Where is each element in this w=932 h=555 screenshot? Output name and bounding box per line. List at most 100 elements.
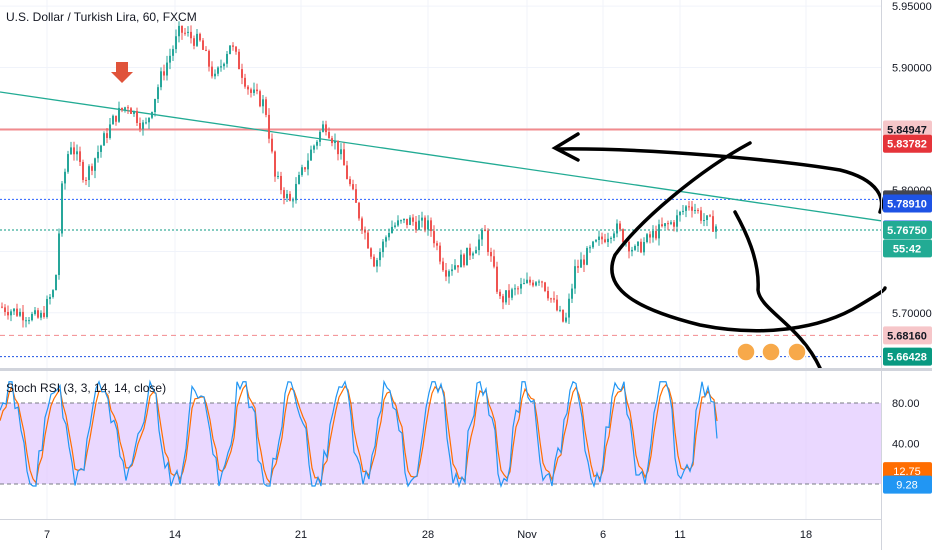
price-badge-label: 5.66428	[887, 352, 927, 364]
price-badge	[883, 347, 932, 366]
price-pane[interactable]	[0, 0, 881, 368]
candle-body	[346, 165, 348, 180]
candle-body	[661, 224, 663, 227]
candle-body	[91, 166, 93, 171]
candle-body	[691, 206, 693, 211]
candle-body	[4, 307, 6, 312]
trendline[interactable]	[0, 91, 882, 222]
candle-body	[703, 220, 705, 222]
candle-body	[712, 216, 714, 232]
candle-body	[349, 179, 351, 185]
time-axis[interactable]: 7 14 21 28 Nov 6 11 18	[44, 529, 812, 541]
candle-body	[211, 66, 213, 77]
candle-body	[568, 298, 570, 318]
candle-body	[208, 50, 210, 67]
candle-body	[466, 247, 468, 266]
candle-body	[505, 290, 507, 303]
candle-body	[589, 247, 591, 249]
candle-body	[445, 270, 447, 277]
candle-body	[31, 313, 33, 321]
candle-body	[673, 222, 675, 227]
rsi-band	[0, 403, 881, 484]
candle-body	[97, 151, 99, 159]
rsi-tick-label: 40.00	[892, 439, 920, 451]
candle-body	[454, 265, 456, 270]
price-badges: 5.849475.837825.792485.789105.767925.767…	[883, 120, 932, 494]
price-badge	[883, 194, 932, 213]
candle-body	[304, 167, 306, 170]
candle-body	[550, 298, 552, 300]
candle-body	[622, 229, 624, 243]
price-axis[interactable]: 5.950005.900005.850005.800005.750005.700…	[892, 1, 932, 320]
candle-body	[529, 279, 531, 283]
price-badge-label: 55:42	[893, 243, 921, 255]
candle-body	[460, 254, 462, 268]
time-tick-label: 7	[44, 529, 50, 541]
candle-body	[634, 245, 636, 250]
price-badge-label: 5.84947	[887, 124, 927, 136]
candle-body	[103, 133, 105, 146]
candle-body	[142, 122, 144, 129]
candle-body	[181, 25, 183, 33]
candle-body	[115, 115, 117, 122]
candle-body	[58, 233, 60, 275]
candle-body	[40, 312, 42, 318]
candle-body	[160, 71, 162, 88]
candle-body	[376, 260, 378, 267]
candle-body	[124, 107, 126, 111]
candle-body	[79, 151, 81, 162]
candle-body	[223, 63, 225, 67]
candle-body	[247, 86, 249, 90]
candle-body	[694, 209, 696, 211]
event-flag-icon[interactable]	[787, 342, 807, 362]
candle-body	[406, 218, 408, 225]
candle-body	[613, 233, 615, 238]
candle-body	[553, 298, 555, 300]
candle-body	[154, 98, 156, 113]
candle-body	[367, 232, 369, 249]
candle-body	[463, 254, 465, 266]
candle-body	[508, 290, 510, 298]
candle-body	[112, 115, 114, 125]
event-flags[interactable]	[736, 342, 807, 362]
event-flag-icon[interactable]	[736, 342, 756, 362]
candle-body	[1, 306, 3, 308]
candle-body	[94, 158, 96, 171]
candle-body	[202, 40, 204, 50]
candle-body	[136, 111, 138, 124]
candle-body	[253, 89, 255, 93]
candle-body	[217, 67, 219, 74]
candle-body	[187, 31, 189, 33]
candle-body	[163, 71, 165, 76]
candle-body	[337, 140, 339, 155]
candles	[1, 21, 717, 328]
stoch-rsi-lines	[0, 379, 718, 489]
candle-body	[565, 317, 567, 322]
candle-body	[64, 171, 66, 184]
candle-body	[688, 206, 690, 208]
candle-body	[334, 140, 336, 144]
rsi-k-badge	[883, 462, 932, 481]
candle-body	[556, 299, 558, 311]
candle-body	[370, 248, 372, 257]
candle-body	[28, 320, 30, 322]
candle-body	[322, 124, 324, 132]
candle-body	[262, 99, 264, 107]
rsi-k-value: 12.75	[893, 466, 921, 478]
candle-body	[19, 311, 21, 316]
candle-body	[382, 241, 384, 253]
candle-body	[55, 274, 57, 291]
candle-body	[487, 230, 489, 253]
candle-body	[388, 232, 390, 238]
candle-body	[49, 296, 51, 299]
candle-body	[448, 271, 450, 277]
event-flag-icon[interactable]	[761, 342, 781, 362]
candle-body	[316, 141, 318, 146]
pane-separator[interactable]	[0, 368, 932, 371]
horizontal-lines	[0, 128, 881, 358]
time-tick-label: Nov	[517, 529, 537, 541]
candle-body	[643, 242, 645, 253]
candle-body	[34, 310, 36, 314]
